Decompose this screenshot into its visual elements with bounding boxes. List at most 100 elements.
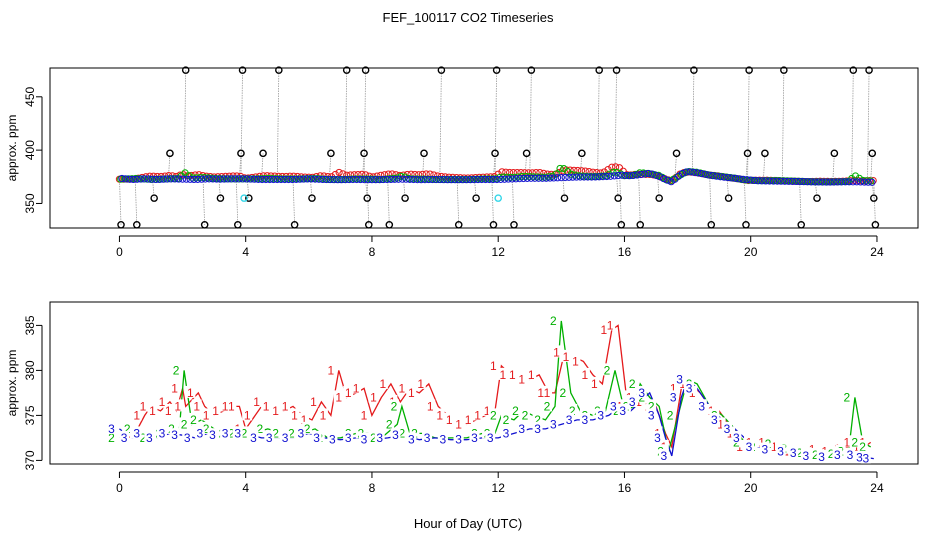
series-2-label-bg [388, 399, 399, 412]
series-2-point [605, 170, 613, 178]
series-1-point [608, 163, 616, 171]
series-3-point [375, 175, 384, 184]
series-3-point [856, 178, 865, 186]
series-3-point [508, 175, 516, 183]
spike-line [363, 70, 367, 180]
series-3-label-bg [731, 430, 742, 443]
series-3-marker: 3 [761, 443, 768, 457]
series-2-label-bg [201, 421, 212, 434]
series-2-label-bg [226, 426, 237, 439]
series-3-label-bg [744, 439, 755, 452]
series-1-marker: 1 [159, 395, 166, 409]
series-1-label-bg [453, 417, 464, 430]
series-3-point [243, 175, 251, 183]
series-2-label-bg [239, 426, 250, 439]
spike-point [871, 220, 880, 229]
spike-point [401, 194, 409, 202]
series-3-point [822, 178, 831, 186]
series-1-label-bg [542, 385, 553, 398]
series-3-point [497, 175, 505, 183]
series-1-label-bg [368, 390, 379, 403]
series-1-label-bg [570, 354, 581, 367]
series-1-marker: 1 [490, 359, 497, 373]
series-3-label-bg [131, 426, 142, 439]
spike-point [745, 66, 753, 74]
series-3-point [849, 178, 857, 186]
bottom-x-tick-label: 24 [870, 481, 884, 495]
series-3-marker: 3 [619, 404, 626, 418]
series-3-point [800, 178, 808, 186]
series-3-point [766, 177, 774, 185]
series-3-point [481, 175, 490, 184]
spike-point [797, 220, 806, 229]
spike-point [237, 149, 245, 158]
series-3-label-bg [646, 408, 657, 421]
series-3-point [338, 176, 346, 184]
series-3-point [387, 175, 395, 183]
series-1-marker: 1 [345, 386, 352, 400]
series-3-label-bg [788, 446, 799, 459]
series-2-marker: 2 [124, 422, 131, 436]
series-3-point [213, 175, 221, 183]
series-3-marker: 3 [802, 449, 809, 463]
series-3-point [686, 168, 694, 176]
series-1-label-bg [191, 399, 202, 412]
x-axis-label: Hour of Day (UTC) [414, 516, 522, 531]
series-3-point [864, 178, 872, 186]
series-1-marker: 1 [436, 408, 443, 422]
spike-line [529, 70, 532, 179]
series-3-point [205, 175, 213, 183]
series-2-label-bg [106, 430, 117, 443]
series-3-point [444, 176, 452, 184]
series-1-label-bg [172, 399, 183, 412]
series-3-marker: 3 [856, 451, 863, 465]
series-3-point [845, 178, 853, 186]
series-1-label-bg [579, 367, 590, 380]
series-1-label-bg [434, 408, 445, 421]
series-3-point [610, 172, 618, 180]
spike-point [200, 220, 209, 229]
series-1-label-bg [138, 399, 149, 412]
spike-line [512, 178, 515, 225]
series-3-label-bg [264, 430, 275, 443]
spike-point [245, 194, 253, 202]
series-3-point [720, 173, 728, 181]
series-3-point [663, 176, 671, 184]
series-3-label-bg [668, 390, 679, 403]
series-1-label-bg [289, 408, 300, 421]
series-3-marker: 3 [746, 440, 753, 454]
spike-line [873, 182, 876, 225]
series-3-point [311, 175, 319, 183]
series-1-label-bg [131, 408, 142, 421]
series-3-point [368, 176, 376, 184]
series-1-marker: 1 [427, 399, 434, 413]
series-3-point [432, 175, 440, 184]
series-2-label-bg [567, 403, 578, 416]
series-3-point [826, 178, 834, 186]
spike-line [709, 175, 712, 225]
spike-line [292, 179, 296, 225]
series-2-label-bg [548, 313, 559, 326]
spike-point [454, 220, 463, 229]
spike-point [865, 66, 873, 74]
series-2-marker: 2 [370, 431, 377, 445]
spike-point [181, 66, 190, 74]
series-3-point [811, 178, 819, 186]
series-1-label-bg [325, 363, 336, 376]
series-2-label-bg [646, 399, 657, 412]
series-3-point [349, 175, 357, 184]
spike-line [134, 179, 138, 225]
series-3-label-bg [327, 432, 338, 445]
spike-point [420, 149, 428, 158]
spike-point [360, 149, 368, 158]
series-1-marker: 1 [670, 381, 677, 395]
series-3-point [584, 173, 592, 181]
spike-line [202, 178, 206, 225]
series-1-marker: 1 [222, 399, 229, 413]
top-x-tick-label: 12 [492, 245, 506, 259]
bottom-y-tick-label: 380 [23, 360, 37, 380]
series-3-label-bg [696, 399, 707, 412]
spike-line [456, 179, 460, 225]
series-1-marker: 1 [408, 386, 415, 400]
